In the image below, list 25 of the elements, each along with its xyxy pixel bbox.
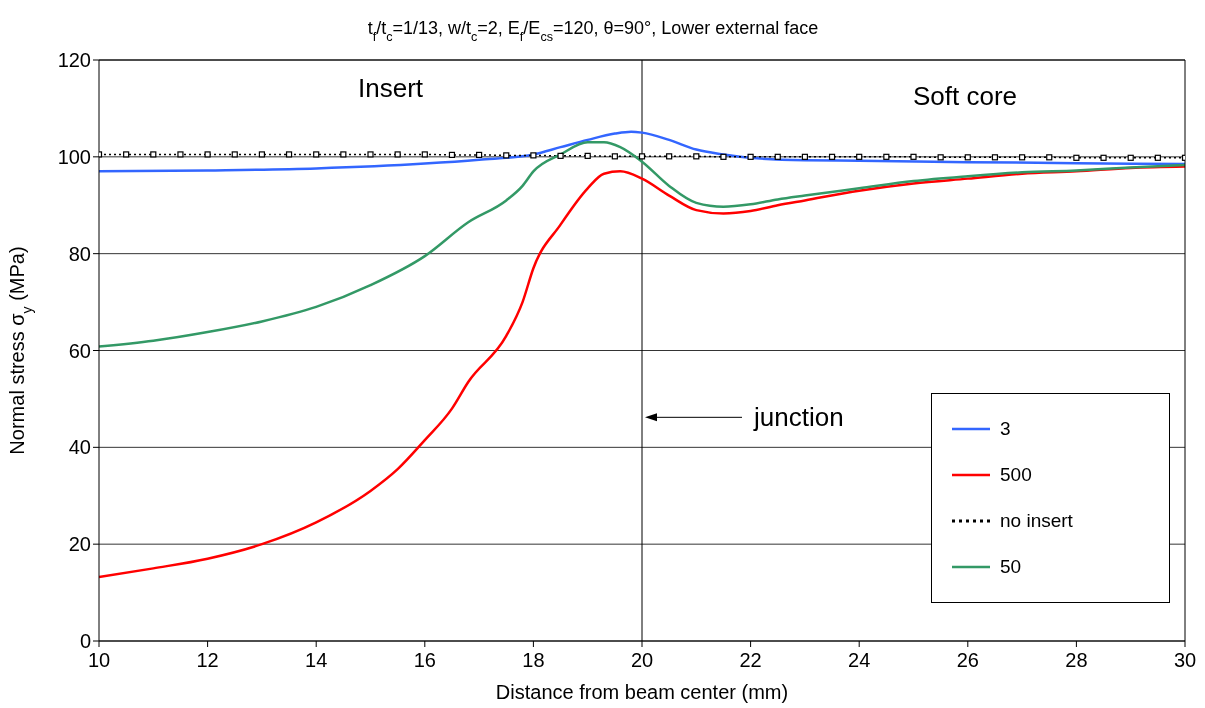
x-tick-label: 26 xyxy=(956,649,979,672)
ref-line-label: junction xyxy=(753,402,844,433)
x-tick-label: 14 xyxy=(305,649,328,672)
x-tick-label: 20 xyxy=(630,649,654,672)
x-tick-label: 30 xyxy=(1173,649,1197,672)
y-tick-label: 60 xyxy=(68,339,91,362)
legend-label: 500 xyxy=(1000,464,1032,486)
chart-title: t$_{f}$/t$_{c}$=1/13, w/t$_{c}$=2, E$_{f}$/E$_{cs}$=120, θ=90°, Lower external face xyxy=(367,18,819,44)
y-tick-label: 40 xyxy=(68,436,91,459)
legend-label: 3 xyxy=(1000,418,1011,440)
x-tick-label: 24 xyxy=(848,649,871,672)
y-tick-label: 100 xyxy=(57,145,91,168)
x-tick-label: 18 xyxy=(522,649,545,672)
y-tick-label: 80 xyxy=(68,242,91,265)
y-tick-label: 120 xyxy=(57,49,91,72)
x-tick-label: 16 xyxy=(413,649,436,672)
x-tick-label: 28 xyxy=(1065,649,1088,672)
x-tick-label: 12 xyxy=(196,649,219,672)
annotation: Insert xyxy=(358,73,424,104)
legend-label: no insert xyxy=(1000,510,1073,532)
x-axis-title: Distance from beam center (mm) xyxy=(495,681,789,703)
x-tick-label: 22 xyxy=(739,649,762,672)
annotation: Soft core xyxy=(913,81,1018,112)
y-tick-label: 20 xyxy=(68,533,91,556)
legend-label: 50 xyxy=(1000,556,1022,578)
